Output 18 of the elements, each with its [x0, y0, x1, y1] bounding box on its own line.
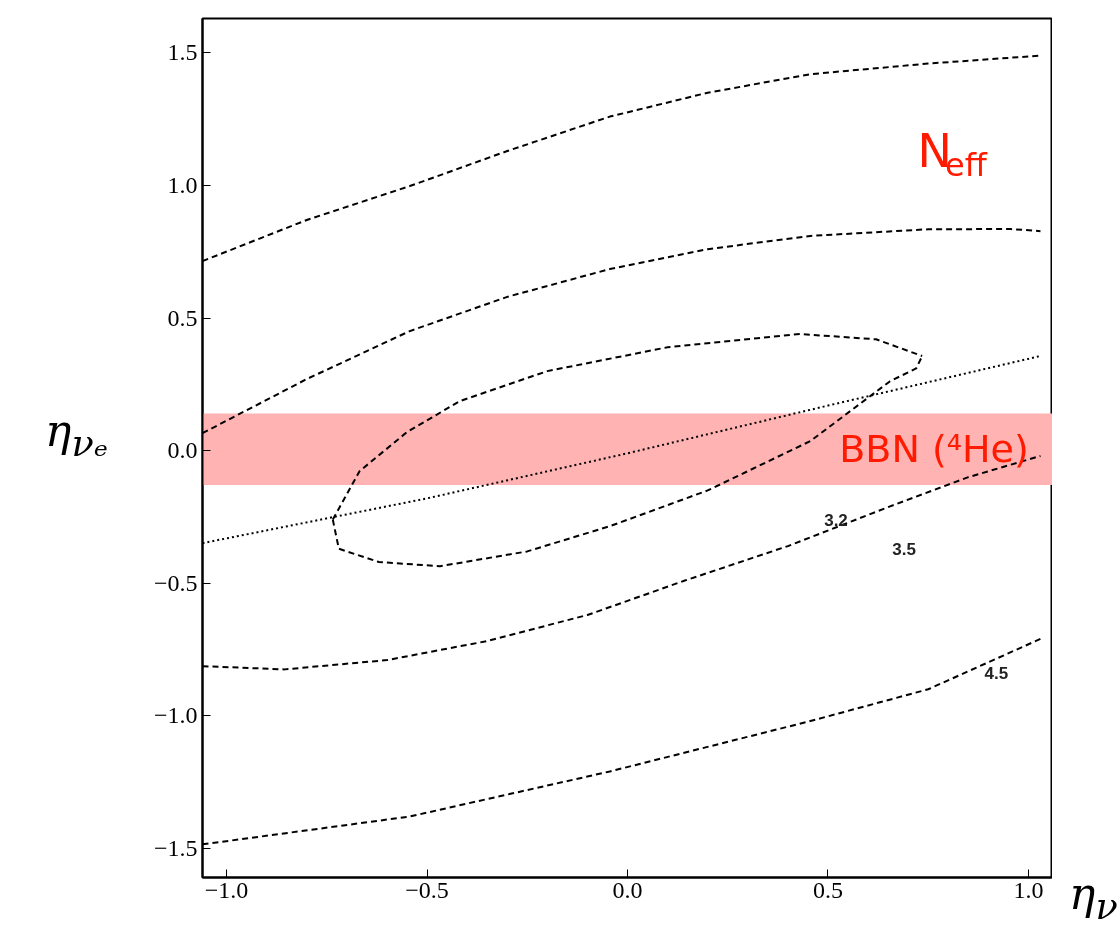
- annotation: 3.5: [892, 539, 916, 559]
- annotation: 4.5: [984, 664, 1009, 684]
- y-tick-label: 1.0: [167, 172, 198, 199]
- y-tick-label: 1.5: [167, 39, 198, 66]
- y-tick-label: 0.5: [167, 304, 198, 331]
- x-tick-label: 0.0: [612, 876, 643, 903]
- annotation: 3.2: [824, 510, 848, 530]
- y-tick-label: −1.0: [153, 702, 198, 729]
- x-axis-title: η$_{ν}$: [1069, 867, 1118, 930]
- x-tick-label: 1.0: [1013, 876, 1044, 903]
- x-tick-label: 0.5: [812, 876, 843, 903]
- y-axis-title: η$_{νₑ}$: [45, 404, 108, 467]
- y-tick-label: 0.0: [167, 437, 198, 464]
- y-tick-label: −1.5: [153, 834, 198, 861]
- y-tick-label: −0.5: [153, 569, 198, 596]
- band-label: BBN (⁴He): [839, 427, 1029, 472]
- x-tick-label: −1.0: [204, 876, 249, 903]
- x-tick-label: −0.5: [405, 876, 449, 903]
